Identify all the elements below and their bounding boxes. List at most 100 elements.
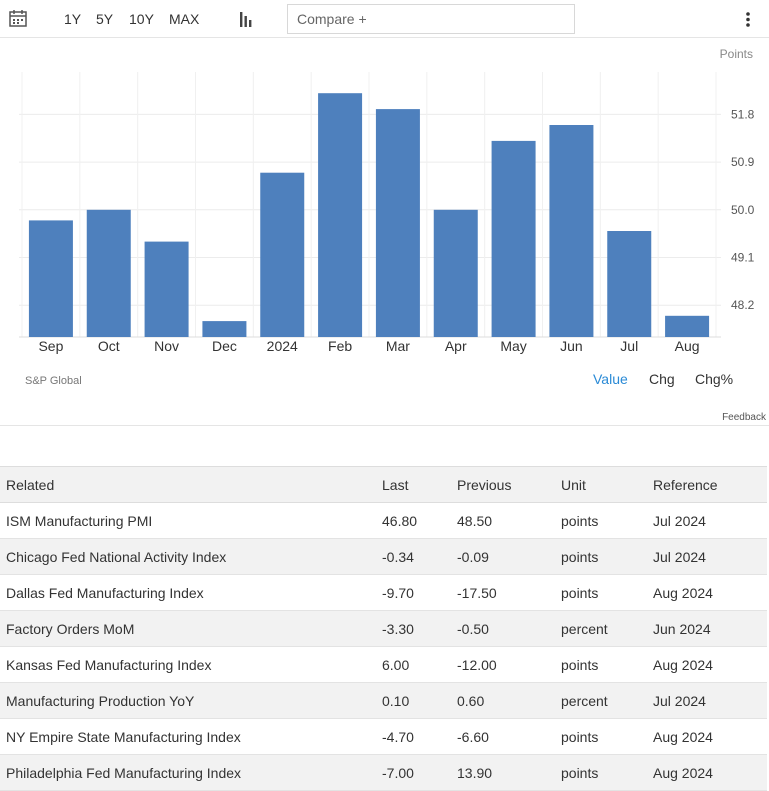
bar-feb[interactable]	[318, 93, 363, 337]
cell-reference: Aug 2024	[647, 646, 767, 683]
bar-jun[interactable]	[549, 125, 594, 337]
cell-related[interactable]: Dallas Fed Manufacturing Index	[0, 574, 376, 611]
bar-chart-icon[interactable]	[238, 0, 254, 38]
range-max-button[interactable]: MAX	[169, 11, 200, 27]
y-tick-label: 49.1	[731, 251, 755, 265]
bar-nov[interactable]	[144, 241, 189, 337]
cell-reference: Jul 2024	[647, 682, 767, 719]
y-tick-label: 50.0	[731, 203, 755, 217]
bar-sep[interactable]	[28, 220, 73, 337]
cell-related[interactable]: Philadelphia Fed Manufacturing Index	[0, 754, 376, 791]
compare-input[interactable]	[287, 4, 575, 34]
bar-dec[interactable]	[202, 321, 247, 337]
cell-reference: Jul 2024	[647, 538, 767, 575]
range-10y-button[interactable]: 10Y	[129, 11, 154, 27]
header-previous: Previous	[451, 466, 555, 503]
x-tick-label: Apr	[445, 338, 467, 354]
x-tick-label: Feb	[328, 338, 352, 354]
bar-may[interactable]	[491, 140, 536, 337]
cell-reference: Aug 2024	[647, 754, 767, 791]
x-tick-label: May	[500, 338, 526, 354]
cell-previous: -0.50	[451, 610, 555, 647]
cell-reference: Aug 2024	[647, 718, 767, 755]
x-tick-label: Dec	[212, 338, 237, 354]
cell-related[interactable]: Manufacturing Production YoY	[0, 682, 376, 719]
cell-last: -4.70	[376, 718, 451, 755]
header-unit: Unit	[555, 466, 647, 503]
range-5y-button[interactable]: 5Y	[96, 11, 114, 27]
cell-unit: percent	[555, 610, 647, 647]
cell-previous: -17.50	[451, 574, 555, 611]
header-reference: Reference	[647, 466, 767, 503]
cell-unit: points	[555, 718, 647, 755]
table-row[interactable]: ISM Manufacturing PMI 46.80 48.50 points Jul…	[0, 502, 767, 539]
cell-unit: points	[555, 574, 647, 611]
x-tick-label: Aug	[675, 338, 700, 354]
cell-last: -0.34	[376, 538, 451, 575]
cell-previous: -0.09	[451, 538, 555, 575]
cell-last: 46.80	[376, 502, 451, 539]
cell-last: -7.00	[376, 754, 451, 791]
feedback-link[interactable]: Feedback	[722, 412, 767, 423]
table-row[interactable]: Manufacturing Production YoY 0.10 0.60 perc…	[0, 682, 767, 719]
cell-previous: 13.90	[451, 754, 555, 791]
cell-reference: Jun 2024	[647, 610, 767, 647]
source-label: S&P Global	[25, 375, 82, 387]
bar-oct[interactable]	[86, 209, 131, 337]
cell-unit: points	[555, 538, 647, 575]
table-row[interactable]: NY Empire State Manufacturing Index -4.70…	[0, 718, 767, 755]
cell-last: 6.00	[376, 646, 451, 683]
y-tick-label: 51.8	[731, 107, 755, 121]
view-chg-button[interactable]: Chg	[649, 371, 675, 387]
header-related: Related	[0, 466, 376, 503]
y-tick-label: 50.9	[731, 155, 755, 169]
x-tick-label: Jun	[560, 338, 583, 354]
x-tick-label: Jul	[620, 338, 638, 354]
x-tick-label: 2024	[267, 338, 298, 354]
range-1y-button[interactable]: 1Y	[64, 11, 82, 27]
bar-mar[interactable]	[375, 109, 420, 337]
cell-last: -3.30	[376, 610, 451, 647]
x-tick-label: Sep	[38, 338, 63, 354]
table-row[interactable]: Factory Orders MoM -3.30 -0.50 percent Jun 2…	[0, 610, 767, 647]
cell-previous: 0.60	[451, 682, 555, 719]
cell-reference: Aug 2024	[647, 574, 767, 611]
cell-unit: points	[555, 646, 647, 683]
more-vert-icon[interactable]	[742, 0, 754, 38]
cell-previous: 48.50	[451, 502, 555, 539]
related-table: Related Last Previous Unit Reference ISM…	[0, 466, 767, 791]
x-tick-label: Mar	[386, 338, 410, 354]
cell-last: -9.70	[376, 574, 451, 611]
cell-last: 0.10	[376, 682, 451, 719]
cell-related[interactable]: Factory Orders MoM	[0, 610, 376, 647]
chart-toolbar: 1Y 5Y 10Y MAX	[0, 0, 769, 38]
cell-reference: Jul 2024	[647, 502, 767, 539]
cell-related[interactable]: NY Empire State Manufacturing Index	[0, 718, 376, 755]
header-last: Last	[376, 466, 451, 503]
x-tick-label: Oct	[98, 338, 120, 354]
x-tick-label: Nov	[154, 338, 179, 354]
cell-unit: points	[555, 754, 647, 791]
table-row[interactable]: Philadelphia Fed Manufacturing Index -7.0…	[0, 754, 767, 791]
bar-chart: 51.8 50.9 50.0 49.1 48.2 Sep Oct Nov Dec 2024 Feb…	[19, 47, 767, 423]
table-row[interactable]: Dallas Fed Manufacturing Index -9.70 -17.5…	[0, 574, 767, 611]
y-tick-label: 48.2	[731, 298, 755, 312]
cell-previous: -12.00	[451, 646, 555, 683]
cell-related[interactable]: ISM Manufacturing PMI	[0, 502, 376, 539]
view-value-button[interactable]: Value	[593, 371, 628, 387]
bar-2024[interactable]	[260, 172, 305, 337]
cell-unit: percent	[555, 682, 647, 719]
bar-apr[interactable]	[433, 209, 478, 337]
table-header-row: Related Last Previous Unit Reference	[0, 466, 767, 503]
cell-unit: points	[555, 502, 647, 539]
calendar-icon[interactable]	[8, 0, 28, 38]
view-chgpct-button[interactable]: Chg%	[695, 371, 734, 387]
table-row[interactable]: Kansas Fed Manufacturing Index 6.00 -12.00…	[0, 646, 767, 683]
unit-label: Points	[720, 47, 753, 61]
cell-related[interactable]: Chicago Fed National Activity Index	[0, 538, 376, 575]
table-row[interactable]: Chicago Fed National Activity Index -0.34…	[0, 538, 767, 575]
bar-aug[interactable]	[665, 315, 710, 337]
cell-related[interactable]: Kansas Fed Manufacturing Index	[0, 646, 376, 683]
chart-panel: 51.8 50.9 50.0 49.1 48.2 Sep Oct Nov Dec 2024 Feb…	[0, 38, 769, 426]
bar-jul[interactable]	[607, 231, 652, 337]
